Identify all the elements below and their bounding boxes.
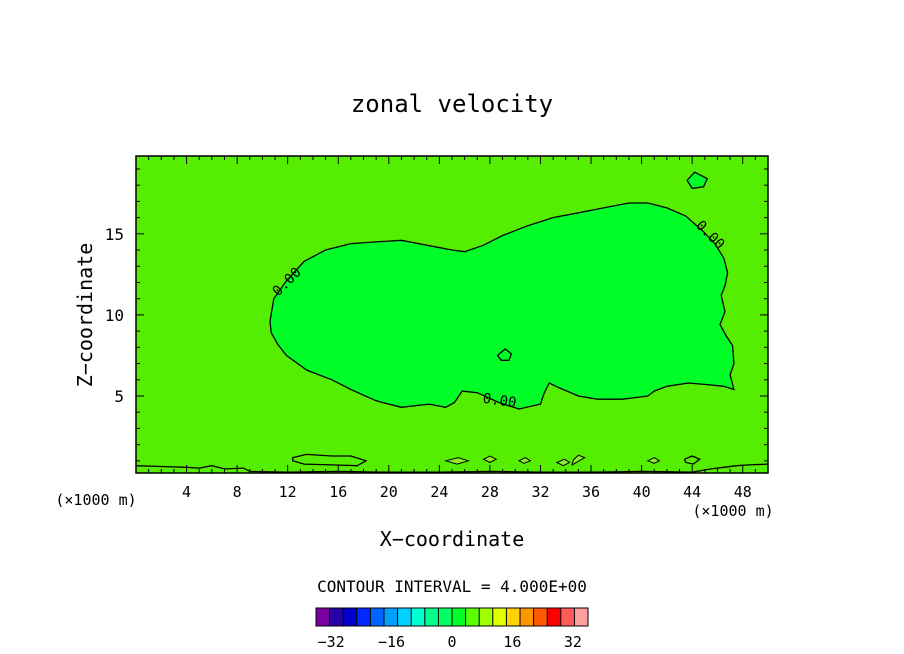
colorbar-tick-label: −16 xyxy=(378,633,405,651)
x-tick-label: 16 xyxy=(329,483,347,501)
colorbar-tick-label: −32 xyxy=(318,633,345,651)
zero-contour-line xyxy=(269,202,735,410)
axis-ticks xyxy=(136,156,768,473)
colorbar-swatch xyxy=(438,608,453,626)
colorbar-swatch xyxy=(356,608,371,626)
y-tick-labels: 5 10 15 xyxy=(105,225,124,406)
colorbar-swatch xyxy=(574,608,589,626)
plot-area: 0.00 0.00 0.00 xyxy=(135,155,769,474)
colorbar-swatch xyxy=(316,608,330,626)
colorbar-swatch xyxy=(424,608,439,626)
colorbar-swatch xyxy=(343,608,358,626)
x-tick-label: 20 xyxy=(380,483,398,501)
x-tick-labels: 4 8 12 16 20 24 28 32 36 40 44 48 xyxy=(182,483,752,501)
y-tick-label: 15 xyxy=(105,225,124,244)
x-tick-label: 32 xyxy=(531,483,549,501)
small-contour-0 xyxy=(496,348,513,361)
chart-title: zonal velocity xyxy=(351,90,553,118)
x-tick-label: 48 xyxy=(734,483,752,501)
colorbar-frame xyxy=(315,607,589,627)
x-tick-label: 40 xyxy=(633,483,651,501)
colorbar-swatch xyxy=(533,608,548,626)
colorbar-tick-label: 16 xyxy=(503,633,521,651)
colorbar-swatch xyxy=(329,608,344,626)
colorbar-tick-labels: −32 −16 0 16 32 xyxy=(318,633,582,651)
colorbar-swatch xyxy=(560,608,575,626)
x-tick-label: 36 xyxy=(582,483,600,501)
x-tick-label: 28 xyxy=(481,483,499,501)
y-tick-label: 10 xyxy=(105,306,124,325)
colorbar-tick-label: 0 xyxy=(447,633,456,651)
bottom-patch-2 xyxy=(517,457,532,464)
colorbar-swatch xyxy=(506,608,521,626)
bottom-patch-0 xyxy=(443,457,471,465)
x-tick-label: 8 xyxy=(233,483,242,501)
x-unit-right: (×1000 m) xyxy=(692,502,773,520)
inner-velocity-region xyxy=(270,203,734,409)
colorbar-swatch xyxy=(370,608,385,626)
small-contour-3 xyxy=(683,455,701,465)
x-tick-label: 44 xyxy=(683,483,701,501)
small-contours xyxy=(292,171,709,467)
small-contour-1 xyxy=(686,171,709,190)
bottom-patches xyxy=(443,454,661,467)
y-tick-label: 5 xyxy=(114,387,124,406)
x-unit-left: (×1000 m) xyxy=(55,491,136,509)
contour-label-bottom: 0.00 xyxy=(482,391,518,412)
bottom-patch-5 xyxy=(646,457,661,464)
small-contour-2 xyxy=(292,453,368,467)
bottom-patch-1 xyxy=(482,455,498,464)
contour-interval-text: CONTOUR INTERVAL = 4.000E+00 xyxy=(317,577,587,596)
colorbar-swatch xyxy=(384,608,398,626)
x-axis-label: X−coordinate xyxy=(380,527,525,551)
bottom-patch-4 xyxy=(571,454,586,466)
colorbar-swatch xyxy=(411,608,426,626)
colorbar-swatch xyxy=(397,608,412,626)
colorbar-swatch xyxy=(547,608,562,626)
x-tick-label: 12 xyxy=(279,483,297,501)
colorbar-swatch xyxy=(465,608,480,626)
colorbar-swatch xyxy=(520,608,534,626)
colorbar xyxy=(315,607,589,627)
x-tick-label: 4 xyxy=(182,483,191,501)
colorbar-swatch xyxy=(452,608,466,626)
bottom-patch-3 xyxy=(555,458,571,467)
colorbar-swatch xyxy=(479,608,494,626)
colorbar-swatch xyxy=(492,608,507,626)
colorbar-tick-label: 32 xyxy=(564,633,582,651)
x-tick-label: 24 xyxy=(430,483,448,501)
y-axis-label: Z−coordinate xyxy=(73,243,97,388)
